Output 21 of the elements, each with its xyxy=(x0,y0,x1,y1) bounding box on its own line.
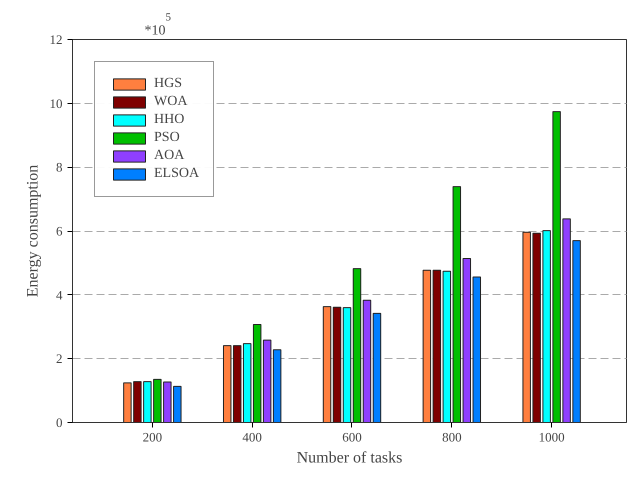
y-tick-label: 6 xyxy=(56,224,63,238)
y-tick-label: 8 xyxy=(56,160,62,175)
x-tick-label: 800 xyxy=(442,430,462,444)
x-axis-title: Number of tasks xyxy=(296,450,402,466)
y-axis-title: Energy consumption xyxy=(24,164,42,298)
x-tick-label: 1000 xyxy=(538,430,565,444)
x-tick-label: 400 xyxy=(242,430,262,444)
x-tick-label: 200 xyxy=(142,430,162,444)
legend-label: AOA xyxy=(154,148,184,164)
y-tick-label: 12 xyxy=(50,32,62,47)
legend-label: WOA xyxy=(154,94,188,110)
legend-label: ELSOA xyxy=(154,166,200,182)
y-tick-label: 10 xyxy=(50,96,62,111)
legend-label: HGS xyxy=(154,76,182,92)
legend-label: PSO xyxy=(154,130,180,146)
text: *105 xyxy=(144,12,172,38)
x-tick-label: 600 xyxy=(342,430,362,444)
y-tick-label: 2 xyxy=(56,351,62,366)
y-tick-label: 0 xyxy=(56,415,62,430)
y-tick-label: 4 xyxy=(56,287,63,302)
legend-label: HHO xyxy=(154,112,184,128)
